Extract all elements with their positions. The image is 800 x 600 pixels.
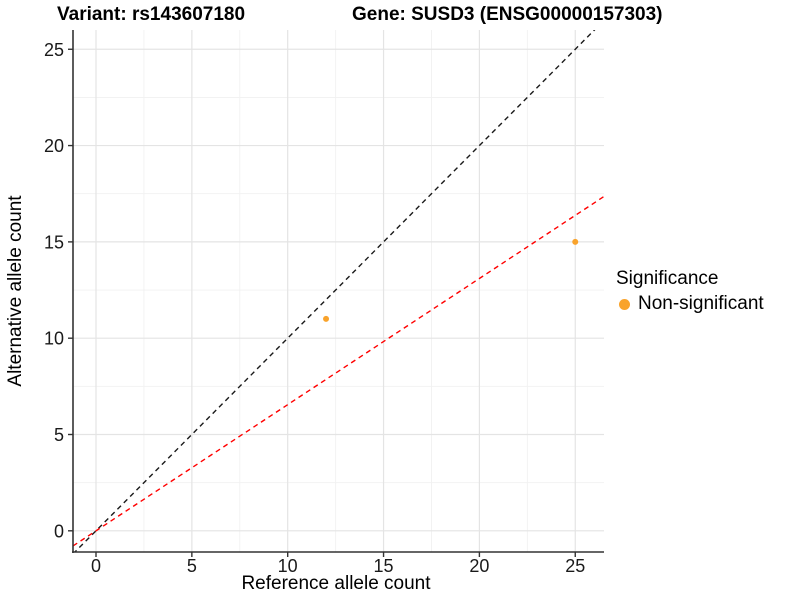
x-axis-title: Reference allele count [241, 573, 431, 594]
y-tick-label: 20 [44, 136, 64, 156]
legend: Significance Non-significant [616, 268, 764, 315]
x-tick-label: 10 [278, 556, 298, 576]
x-tick-label: 0 [91, 556, 101, 576]
x-tick-label: 25 [565, 556, 585, 576]
plot-title-gene: Gene: SUSD3 (ENSG00000157303) [352, 4, 663, 25]
y-tick-label: 0 [54, 521, 64, 541]
legend-item-non-significant: Non-significant [619, 293, 764, 315]
y-axis-title: Alternative allele count [5, 195, 26, 387]
y-tick-label: 10 [44, 329, 64, 349]
legend-item-label: Non-significant [638, 293, 764, 314]
data-point [572, 238, 579, 245]
y-tick-label: 15 [44, 232, 64, 252]
x-tick-label: 5 [187, 556, 197, 576]
plot-title-variant: Variant: rs143607180 [57, 4, 246, 25]
fit-line [73, 195, 604, 547]
data-point [323, 315, 330, 322]
y-tick-label: 5 [54, 425, 64, 445]
x-tick-label: 15 [374, 556, 394, 576]
legend-point-icon [619, 298, 630, 310]
y-tick-label: 25 [44, 40, 64, 60]
legend-title: Significance [616, 268, 719, 289]
identity-line [73, 30, 596, 552]
x-tick-label: 20 [469, 556, 489, 576]
